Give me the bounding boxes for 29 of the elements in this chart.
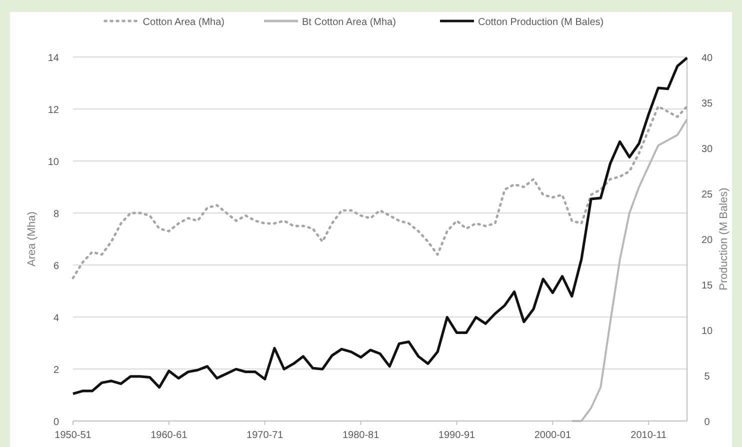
y-axis-title: Area (Mha) <box>26 211 38 267</box>
y2-tick-label: 25 <box>701 190 713 200</box>
legend-label: Cotton Area (Mha) <box>142 17 225 28</box>
y2-tick-label: 15 <box>701 280 713 292</box>
y2-tick-label: 20 <box>701 235 713 246</box>
y2-axis-title: Production (M Bales) <box>718 188 730 290</box>
y2-tick-label: 30 <box>701 144 713 155</box>
x-tick-label: 1950-51 <box>54 430 92 441</box>
y-tick-label: 2 <box>53 365 60 376</box>
y-tick-label: 0 <box>53 417 60 428</box>
x-tick-label: 1980-81 <box>342 430 380 441</box>
x-tick-label: 2010-11 <box>630 430 668 441</box>
y2-tick-label: 5 <box>704 372 710 382</box>
x-tick-label: 1960-61 <box>150 430 188 441</box>
y-tick-label: 10 <box>48 157 60 168</box>
y-tick-label: 6 <box>53 261 60 272</box>
y-tick-label: 4 <box>53 313 60 324</box>
y2-tick-label: 35 <box>701 98 713 110</box>
y2-tick-label: 10 <box>701 326 713 337</box>
x-tick-label: 2000-01 <box>534 430 572 441</box>
x-tick-label: 1970-71 <box>246 430 284 441</box>
y-tick-label: 12 <box>48 105 60 116</box>
y2-tick-label: 40 <box>701 53 713 64</box>
y-tick-label: 14 <box>48 53 60 64</box>
legend-label: Bt Cotton Area (Mha) <box>302 17 396 28</box>
x-tick-label: 1990-91 <box>438 430 476 441</box>
y-tick-label: 8 <box>53 209 60 220</box>
y2-tick-label: 0 <box>704 417 710 428</box>
legend-label: Cotton Production (M Bales) <box>478 17 604 28</box>
